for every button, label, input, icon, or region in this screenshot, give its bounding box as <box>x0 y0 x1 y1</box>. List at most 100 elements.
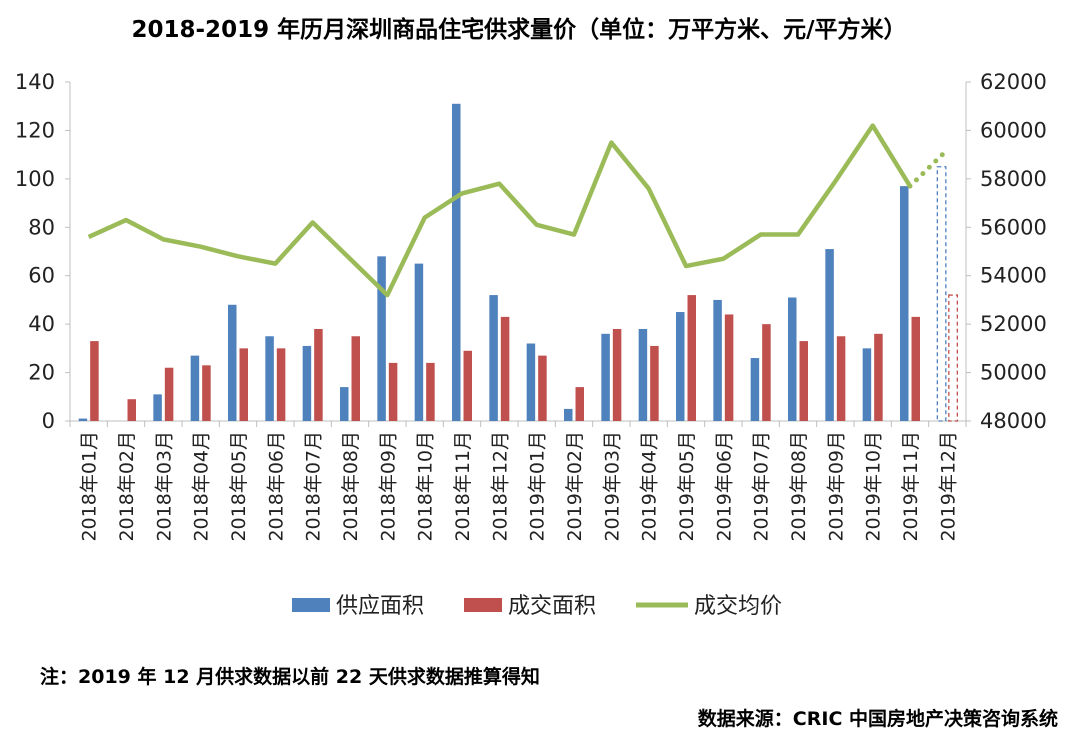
bar <box>190 355 200 421</box>
bar <box>564 408 573 421</box>
bar <box>153 394 162 421</box>
y-right-tick-label: 58000 <box>980 167 1047 191</box>
x-tick-label: 2019年02月 <box>564 431 586 542</box>
chart-axes: 0 20 40 60 80 100 120 140 48000 50000 52000 54000 56… <box>15 70 1047 433</box>
bar <box>500 316 510 421</box>
x-tick-label: 2018年03月 <box>153 431 175 542</box>
x-tick-label: 2018年06月 <box>265 431 287 542</box>
bar <box>388 362 398 421</box>
bar <box>638 328 648 421</box>
price-line-solid <box>87 123 912 298</box>
supply-bars <box>78 103 947 422</box>
x-tick-label: 2018年07月 <box>303 431 325 542</box>
x-tick-label: 2019年10月 <box>863 431 885 542</box>
y-left-tick-label: 20 <box>28 361 55 385</box>
x-tick-label: 2019年01月 <box>527 431 549 542</box>
x-tick-label: 2019年07月 <box>751 431 773 542</box>
legend: 供应面积 成交面积 成交均价 <box>292 594 782 619</box>
x-tick-label: 2018年08月 <box>340 431 362 542</box>
bar <box>575 387 584 421</box>
x-tick-label: 2019年08月 <box>788 431 810 542</box>
bar <box>463 350 472 421</box>
x-tick-label: 2019年04月 <box>639 431 661 542</box>
x-tick-label: 2018年09月 <box>377 431 399 542</box>
bar <box>90 341 99 421</box>
bar <box>78 418 88 421</box>
bar <box>750 358 760 421</box>
bar <box>538 355 547 421</box>
bar-estimated <box>948 294 958 422</box>
x-tick-label: 2018年12月 <box>489 431 511 542</box>
y-left-tick-label: 80 <box>28 215 55 239</box>
bar <box>799 341 808 421</box>
y-right-tick-label: 52000 <box>980 312 1047 336</box>
bar <box>687 295 696 421</box>
x-tick-label: 2019年09月 <box>825 431 847 542</box>
bar <box>762 324 771 421</box>
y-left-tick-label: 120 <box>15 118 55 142</box>
bar <box>601 333 610 421</box>
bar <box>202 365 211 421</box>
x-tick-label: 2018年02月 <box>116 431 138 542</box>
data-source: 数据来源：CRIC 中国房地产决策咨询系统 <box>697 708 1058 730</box>
bar <box>265 336 274 421</box>
y-right-tick-label: 60000 <box>980 118 1047 142</box>
bar <box>612 328 622 421</box>
x-tick-label: 2019年03月 <box>601 431 623 542</box>
x-tick-label: 2019年06月 <box>713 431 735 542</box>
bar <box>228 304 237 421</box>
bar <box>788 297 797 421</box>
bar <box>314 328 323 421</box>
y-left-tick-label: 0 <box>42 409 55 433</box>
y-right-tick-label: 50000 <box>980 361 1047 385</box>
bar <box>526 343 536 421</box>
x-tick-label: 2018年10月 <box>415 431 437 542</box>
y-right-tick-label: 56000 <box>980 215 1047 239</box>
bar <box>302 345 312 421</box>
chart-svg: 2018-2019 年历月深圳商品住宅供求量价（单位：万平方米、元/平方米） 0… <box>15 16 1047 619</box>
bar <box>127 399 136 421</box>
legend-label-supply: 供应面积 <box>336 594 424 619</box>
bar <box>713 299 722 421</box>
x-tick-label: 2019年12月 <box>937 431 959 542</box>
y-right-tick-label: 48000 <box>980 409 1047 433</box>
x-tick-label: 2018年01月 <box>79 431 101 542</box>
bar <box>676 312 685 421</box>
bar <box>340 387 349 421</box>
x-tick-label: 2019年05月 <box>676 431 698 542</box>
price-line-estimated <box>907 147 950 189</box>
bar <box>276 348 286 421</box>
x-tick-label: 2018年04月 <box>191 431 213 542</box>
x-tick-labels: 2018年01月 2018年02月 2018年03月 2018年04月 2018年05月… <box>79 431 960 542</box>
y-right-tick-label: 62000 <box>980 70 1047 94</box>
legend-swatch-deal <box>464 598 502 612</box>
bar <box>377 256 386 421</box>
bar <box>911 316 920 421</box>
bar-estimated <box>936 166 947 422</box>
bar <box>874 333 883 421</box>
x-tick-label: 2018年11月 <box>452 431 474 542</box>
bar <box>900 186 909 421</box>
y-left-tick-label: 60 <box>28 264 55 288</box>
bar <box>862 348 872 421</box>
bar <box>426 362 435 421</box>
footnote: 注：2019 年 12 月供求数据以前 22 天供求数据推算得知 <box>40 666 540 688</box>
bar <box>836 336 846 421</box>
bar <box>489 295 498 421</box>
y-left-tick-label: 100 <box>15 167 55 191</box>
y-left-tick-label: 40 <box>28 312 55 336</box>
legend-label-price: 成交均价 <box>694 594 782 619</box>
bar <box>351 336 360 421</box>
bar <box>239 348 248 421</box>
bar <box>650 345 659 421</box>
legend-swatch-supply <box>292 598 330 612</box>
chart-title: 2018-2019 年历月深圳商品住宅供求量价（单位：万平方米、元/平方米） <box>132 16 907 43</box>
legend-label-deal: 成交面积 <box>508 594 596 619</box>
x-tick-label: 2018年05月 <box>228 431 250 542</box>
bar <box>164 367 174 421</box>
y-left-tick-label: 140 <box>15 70 55 94</box>
bar <box>825 249 834 421</box>
deal-bars <box>90 294 958 422</box>
price-line <box>87 123 950 298</box>
bar <box>724 314 734 421</box>
